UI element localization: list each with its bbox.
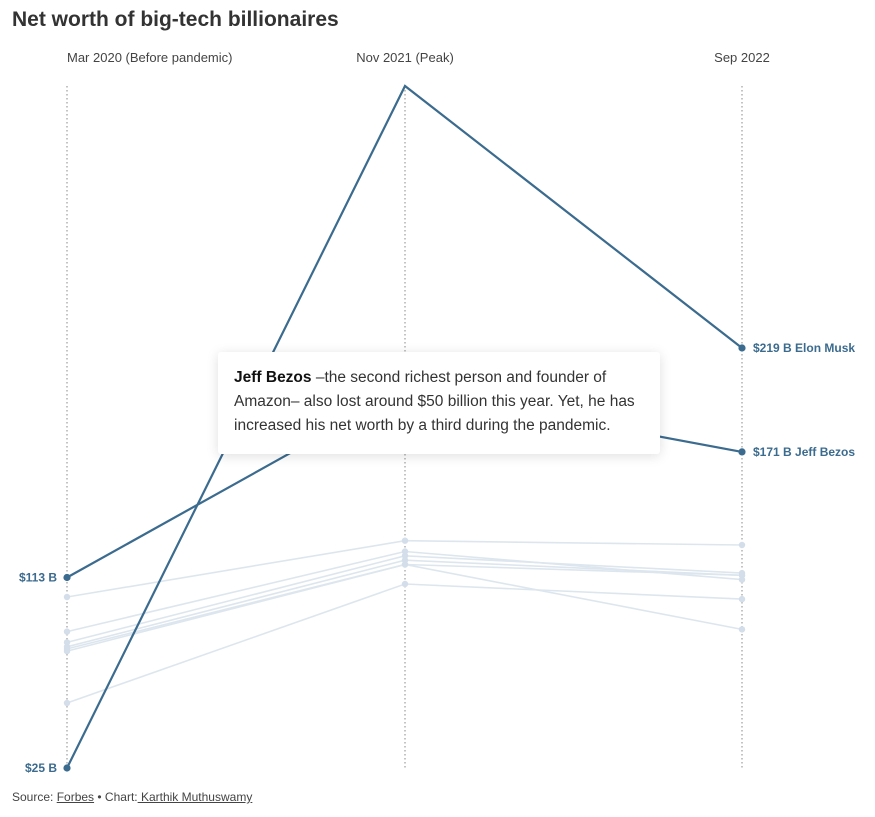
series-point[interactable] (738, 448, 746, 456)
start-value-label: $113 B (19, 571, 57, 585)
background-series-point (63, 628, 71, 635)
tooltip-text: –the second richest person and founder o… (234, 369, 635, 434)
series-point[interactable] (738, 344, 746, 352)
background-series-point (63, 593, 71, 601)
background-series-point (63, 699, 71, 707)
background-series-point (738, 595, 746, 603)
chart-title: Net worth of big-tech billionaires (12, 8, 339, 31)
background-series-point (401, 552, 409, 559)
footer: Source: Forbes • Chart: Karthik Muthuswa… (12, 790, 252, 804)
tooltip-name: Jeff Bezos (234, 369, 312, 386)
background-series-point (401, 580, 409, 588)
series-line-elon-musk[interactable] (66, 84, 743, 769)
background-series-point (63, 639, 71, 646)
series-point[interactable] (63, 764, 71, 772)
background-series-point (401, 561, 409, 568)
background-series-point (738, 626, 746, 633)
background-series-point (738, 541, 746, 549)
author-link[interactable]: Karthik Muthuswamy (137, 790, 253, 804)
source-prefix: Source: (12, 790, 57, 804)
column-label-0: Mar 2020 (Before pandemic) (67, 50, 232, 65)
source-link[interactable]: Forbes (56, 790, 95, 804)
column-label-2: Sep 2022 (714, 50, 770, 65)
background-series-point (63, 647, 71, 655)
chart-credit-prefix: • Chart: (94, 790, 138, 804)
column-label-1: Nov 2021 (Peak) (356, 50, 454, 65)
end-value-label: $171 B Jeff Bezos (753, 445, 855, 459)
annotation-tooltip: Jeff Bezos –the second richest person an… (218, 352, 660, 454)
background-series-point (401, 537, 409, 544)
background-series-point (738, 572, 746, 579)
series-point[interactable] (63, 573, 71, 582)
end-value-label: $219 B Elon Musk (753, 341, 855, 355)
start-value-label: $25 B (25, 761, 57, 775)
